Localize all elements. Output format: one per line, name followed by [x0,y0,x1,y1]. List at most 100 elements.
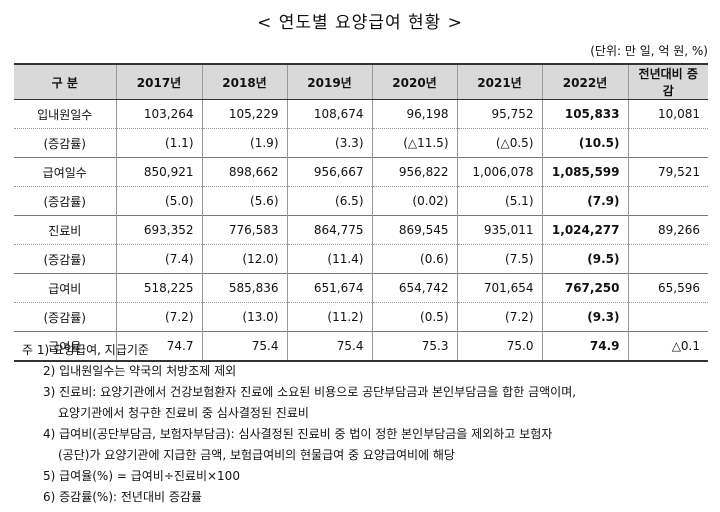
row-label: (증감률) [14,128,117,158]
footnotes: 주 1) 요양급여, 지급기준 2) 입내원일수는 약국의 처방조제 제외 3)… [22,340,712,508]
row-label: (증감률) [14,302,117,332]
table-cell: 74.7 [115,331,203,362]
table-cell: (11.4) [286,244,373,274]
table-row: (증감률) (5.0) (5.6) (6.5) (0.02) (5.1) (7.9) [14,186,708,216]
footnote-line: 주 1) 요양급여, 지급기준 [22,343,149,357]
table-cell: 95,752 [456,99,543,129]
table-row: (증감률) (1.1) (1.9) (3.3) (△11.5) (△0.5) (10.5) [14,128,708,158]
table-cell: (5.1) [456,186,543,216]
table-cell: (△11.5) [371,128,458,158]
row-label: (증감률) [14,244,117,274]
table-cell [627,244,708,274]
table-cell: 864,775 [286,215,373,245]
table-cell: 701,654 [456,273,543,303]
table-cell: (7.2) [456,302,543,332]
table-cell: 1,006,078 [456,157,543,187]
table-cell: (3.3) [286,128,373,158]
footnote-line: 4) 급여비(공단부담금, 보험자부담금): 심사결정된 진료비 중 법이 정한… [43,427,553,441]
footnote-line: 5) 급여율(%) = 급여비÷진료비×100 [43,469,240,483]
table-cell: 767,250 [541,273,629,303]
table-row: 진료비 693,352 776,583 864,775 869,545 935,011 1,… [14,215,708,245]
table-body: 입내원일수 103,264 105,229 108,674 96,198 95,752 10… [14,99,708,362]
table-cell: (9.3) [541,302,629,332]
table-cell: (13.0) [201,302,288,332]
table-cell: 108,674 [286,99,373,129]
table-cell: 1,085,599 [541,157,629,187]
table-cell: 96,198 [371,99,458,129]
table-cell: 585,836 [201,273,288,303]
table-cell: (9.5) [541,244,629,274]
table-cell: 105,229 [201,99,288,129]
table-cell: (6.5) [286,186,373,216]
table-cell: (10.5) [541,128,629,158]
table-cell: (1.9) [201,128,288,158]
table-row: 급여율 74.7 75.4 75.4 75.3 75.0 74.9 △0.1 [14,331,708,362]
table-cell: (5.6) [201,186,288,216]
table-cell [627,186,708,216]
table-cell: 75.3 [371,331,458,362]
table-cell: 693,352 [115,215,203,245]
footnote-line: 3) 진료비: 요양기관에서 건강보험환자 진료에 소요된 비용으로 공단부담금… [43,385,577,399]
table-cell: 89,266 [627,215,708,245]
table-cell: 79,521 [627,157,708,187]
table-cell: 103,264 [115,99,203,129]
header-cell: 2019년 [286,63,373,100]
table-cell: (△0.5) [456,128,543,158]
table-cell: (5.0) [115,186,203,216]
header-cell: 2021년 [456,63,543,100]
table-cell: △0.1 [627,331,708,362]
row-label: 급여비 [14,273,117,303]
table-cell: 651,674 [286,273,373,303]
table-cell: (7.9) [541,186,629,216]
table-cell: (7.2) [115,302,203,332]
table-cell: 654,742 [371,273,458,303]
table-header-row: 구 분 2017년 2018년 2019년 2020년 2021년 2022년 … [14,63,708,100]
table-row: 급여비 518,225 585,836 651,674 654,742 701,654 76… [14,273,708,303]
table-cell: 105,833 [541,99,629,129]
table-cell: 898,662 [201,157,288,187]
row-label: 급여일수 [14,157,117,187]
table-cell: 956,667 [286,157,373,187]
table-cell: 850,921 [115,157,203,187]
table-cell: 10,081 [627,99,708,129]
table-cell: (12.0) [201,244,288,274]
table-cell: 1,024,277 [541,215,629,245]
table-cell [627,128,708,158]
header-cell: 2020년 [371,63,458,100]
table-cell: (0.02) [371,186,458,216]
header-cell: 2017년 [115,63,203,100]
table-cell: 75.4 [201,331,288,362]
table-row: (증감률) (7.2) (13.0) (11.2) (0.5) (7.2) (9.3) [14,302,708,332]
table-row: (증감률) (7.4) (12.0) (11.4) (0.6) (7.5) (9.5) [14,244,708,274]
table-cell: 776,583 [201,215,288,245]
table-cell: (0.5) [371,302,458,332]
footnote-line: 6) 증감률(%): 전년대비 증감률 [43,490,202,504]
footnote-line: 2) 입내원일수는 약국의 처방조제 제외 [43,364,237,378]
table-cell: 518,225 [115,273,203,303]
header-cell: 구 분 [14,63,117,100]
table-cell: (11.2) [286,302,373,332]
header-cell: 2018년 [201,63,288,100]
table-cell: 65,596 [627,273,708,303]
table-row: 입내원일수 103,264 105,229 108,674 96,198 95,752 10… [14,99,708,129]
table-cell: 935,011 [456,215,543,245]
table-cell: 74.9 [541,331,629,362]
row-label: (증감률) [14,186,117,216]
unit-note: (단위: 만 일, 억 원, %) [590,44,708,58]
table-cell: 956,822 [371,157,458,187]
table-cell: (0.6) [371,244,458,274]
table-row: 급여일수 850,921 898,662 956,667 956,822 1,006,07… [14,157,708,187]
table-cell: (7.4) [115,244,203,274]
care-benefit-table: 구 분 2017년 2018년 2019년 2020년 2021년 2022년 … [14,63,708,362]
footnote-line: 요양기관에서 청구한 진료비 중 심사결정된 진료비 [58,406,309,420]
table-cell: 869,545 [371,215,458,245]
footnote-line: (공단)가 요양기관에 지급한 금액, 보험급여비의 현물급여 중 요양급여비에… [58,448,455,462]
header-cell: 전년대비 증감 [627,63,708,100]
table-cell [627,302,708,332]
page-title: < 연도별 요양급여 현황 > [257,13,463,33]
row-label: 진료비 [14,215,117,245]
table-cell: (7.5) [456,244,543,274]
header-cell: 2022년 [541,63,629,100]
row-label: 입내원일수 [14,99,117,129]
row-label: 급여율 [14,331,117,362]
